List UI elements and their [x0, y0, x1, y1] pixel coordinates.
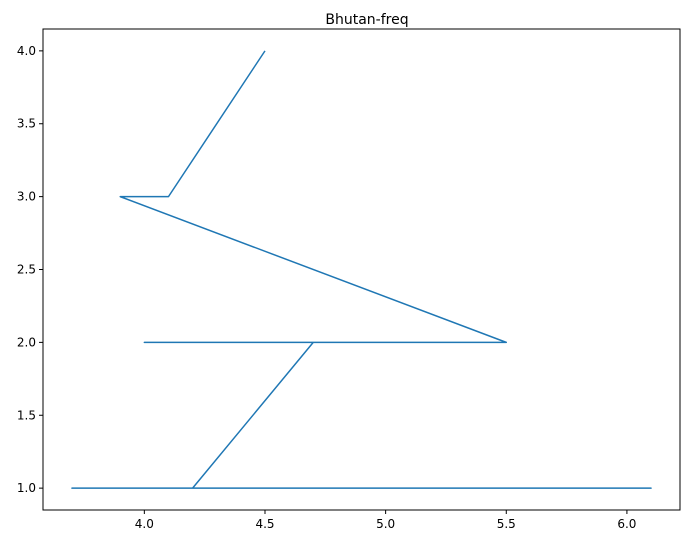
y-tick-label: 3.5 [17, 117, 36, 131]
y-tick-label: 2.5 [17, 263, 36, 277]
y-tick-label: 3.0 [17, 190, 36, 204]
x-axis: 4.0 4.5 5.0 5.5 6.0 [135, 510, 636, 531]
chart-title: Bhutan-freq [325, 12, 408, 28]
plot-frame [42, 28, 681, 511]
y-tick-label: 1.0 [17, 481, 36, 495]
x-tick-label: 5.0 [376, 517, 395, 531]
x-tick-label: 4.5 [255, 517, 274, 531]
axes-box [42, 28, 681, 511]
x-tick-label: 5.5 [497, 517, 516, 531]
y-tick-label: 4.0 [17, 44, 36, 58]
y-tick-label: 2.0 [17, 335, 36, 349]
x-tick-label: 4.0 [135, 517, 154, 531]
series-line [71, 50, 652, 489]
y-axis: 1.0 1.5 2.0 2.5 3.0 3.5 4.0 [17, 44, 43, 495]
y-tick-label: 1.5 [17, 408, 36, 422]
x-tick-label: 6.0 [617, 517, 636, 531]
series-layer [71, 50, 652, 489]
